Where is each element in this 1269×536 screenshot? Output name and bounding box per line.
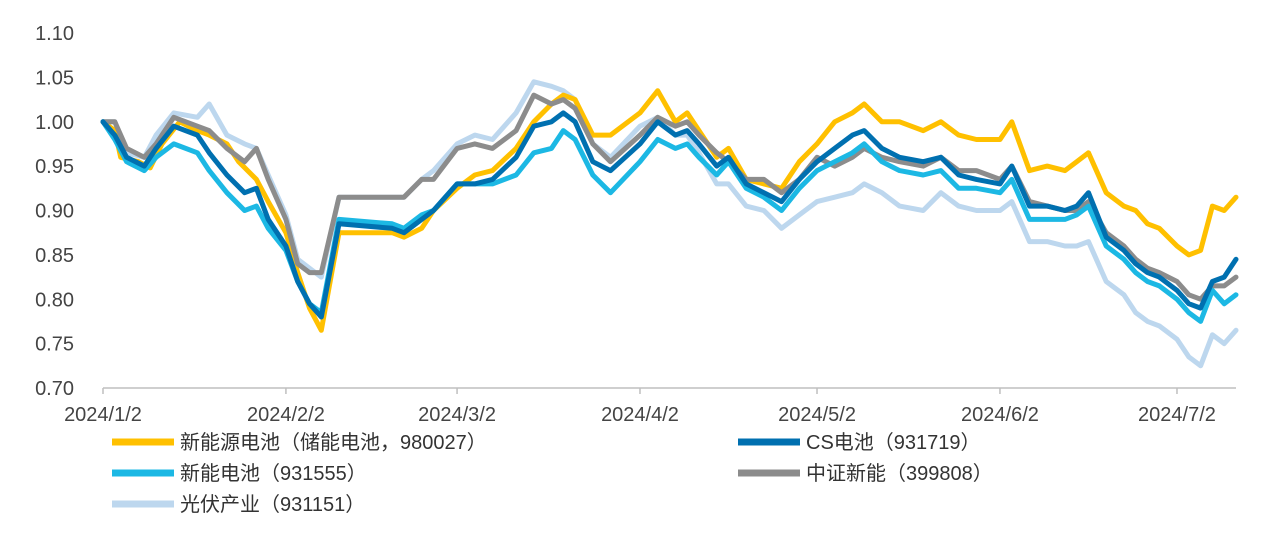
y-tick-label: 0.90 (35, 201, 74, 223)
y-tick-label: 1.00 (35, 112, 74, 134)
y-tick-label: 0.95 (35, 156, 74, 178)
x-axis-ticks (102, 388, 1178, 394)
x-tick-label: 2024/3/2 (418, 404, 496, 426)
x-tick-label: 2024/6/2 (961, 404, 1039, 426)
legend-label: 光伏产业（931151） (180, 493, 365, 516)
legend-label: 新能源电池（储能电池，980027） (180, 431, 487, 454)
y-tick-label: 1.05 (35, 67, 74, 89)
y-tick-label: 0.70 (35, 378, 74, 400)
x-tick-label: 2024/4/2 (601, 404, 679, 426)
series-line-1 (100, 88, 1239, 333)
legend-label: CS电池（931719） (806, 431, 981, 454)
x-axis-tick-labels: 2024/1/2 2024/2/2 2024/3/2 2024/4/2 2024/5/2… (64, 404, 1216, 426)
y-tick-label: 0.75 (35, 334, 74, 356)
x-tick-label: 2024/5/2 (778, 404, 856, 426)
series-lines (100, 79, 1239, 369)
legend: 新能源电池（储能电池，980027） CS电池（931719） 新能电池（93155… (112, 431, 993, 516)
series-line-2 (100, 110, 1239, 320)
legend-label: 新能电池（931555） (180, 462, 367, 485)
x-tick-label: 2024/2/2 (247, 404, 325, 426)
series-line-3 (100, 119, 1239, 324)
y-axis-tick-labels: 0.70 0.75 0.80 0.85 0.90 0.95 1.00 1.05 1.10 (35, 23, 74, 400)
y-tick-label: 0.85 (35, 245, 74, 267)
series-line-4 (100, 92, 1239, 302)
y-tick-label: 0.80 (35, 289, 74, 311)
y-tick-label: 1.10 (35, 23, 74, 45)
x-tick-label: 2024/1/2 (64, 404, 142, 426)
legend-label: 中证新能（399808） (806, 462, 993, 485)
x-tick-label: 2024/7/2 (1138, 404, 1216, 426)
